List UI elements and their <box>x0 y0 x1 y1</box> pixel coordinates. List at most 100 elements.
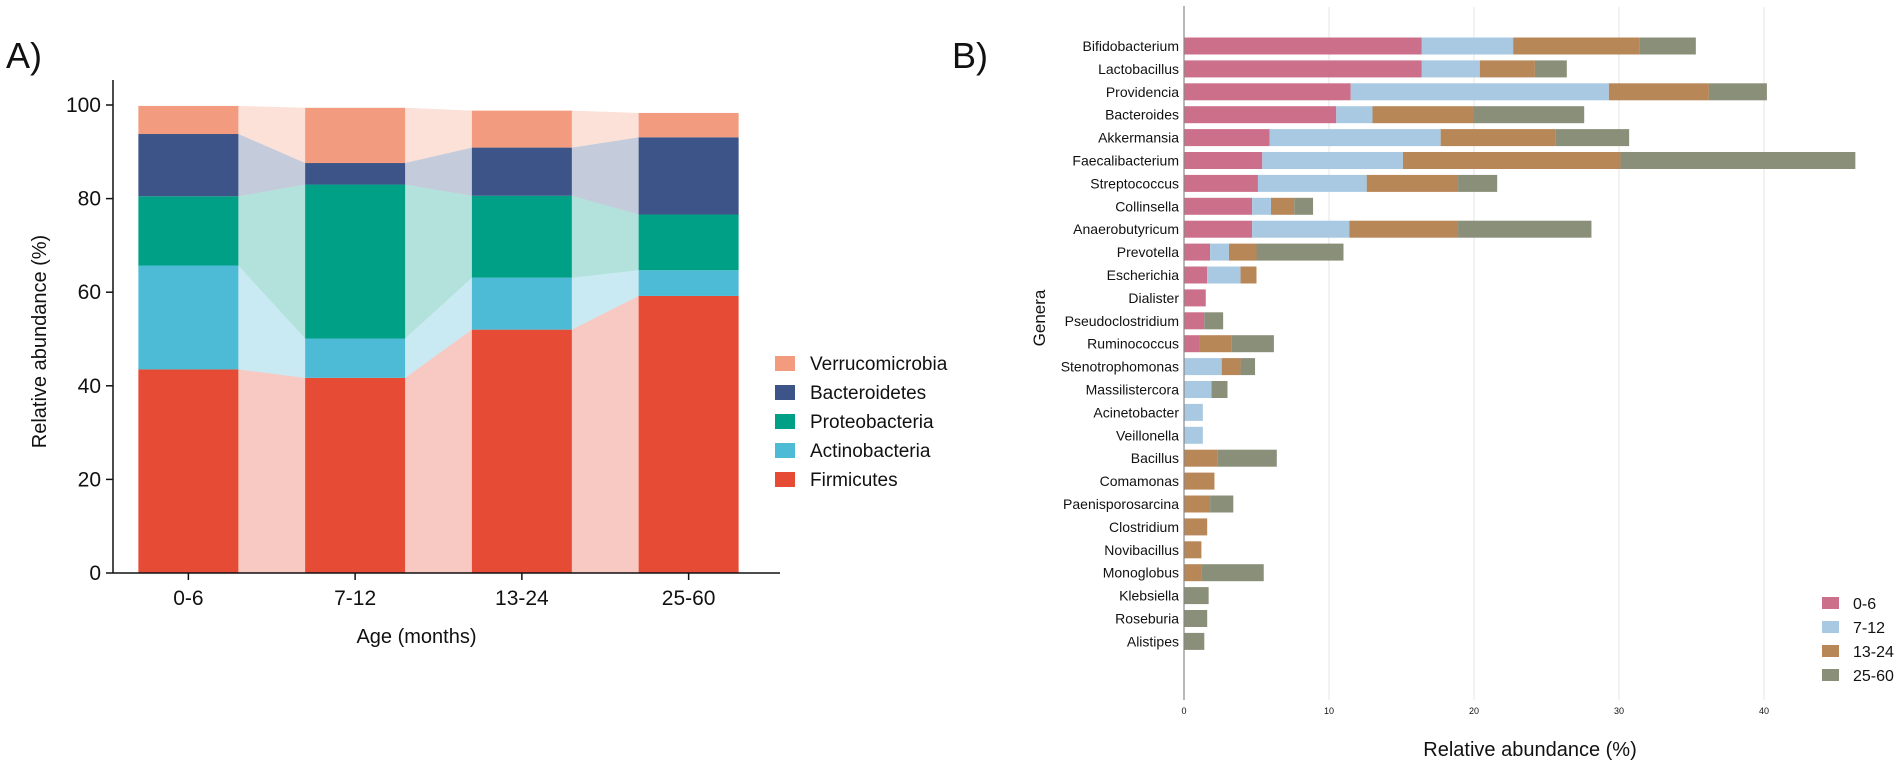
bar-collinsella-0-6 <box>1184 197 1253 215</box>
bar-firmicutes-25-60 <box>638 295 739 573</box>
panel-b-y-axis-label: Genera <box>1030 289 1049 346</box>
genus-label-klebsiella: Klebsiella <box>1119 588 1179 604</box>
bar-firmicutes-7-12 <box>305 377 406 573</box>
panel-b-x-axis-label: Relative abundance (%) <box>1423 739 1636 761</box>
bar-verrucomicrobia-25-60 <box>638 112 739 138</box>
legend-swatch-firmicutes <box>775 472 795 487</box>
panel-b-legend: 0-6 7-12 13-24 25-60 <box>1822 596 1894 685</box>
band-verrucomicrobia-7-12-to-13-24 <box>405 107 472 164</box>
bar-acinetobacter-7-12 <box>1184 403 1203 421</box>
genus-label-escherichia: Escherichia <box>1107 267 1180 283</box>
bar-lactobacillus-0-6 <box>1184 60 1422 78</box>
panel-b-label: B) <box>952 35 988 76</box>
bar-bifidobacterium-25-60 <box>1639 37 1696 55</box>
panel-a-y-axis-label: Relative abundance (%) <box>29 235 51 448</box>
bar-collinsella-7-12 <box>1252 197 1271 215</box>
genus-label-anaerobutyricum: Anaerobutyricum <box>1073 221 1179 237</box>
bar-massilistercora-25-60 <box>1211 381 1228 398</box>
bar-bacteroidetes-13-24 <box>471 147 572 196</box>
bar-prevotella-25-60 <box>1256 243 1344 261</box>
panel-a: A) 0 20 40 60 80 100 0-6 7-12 13-24 25-60 Age (mo… <box>6 35 948 648</box>
legend-swatch-bacteroidetes <box>775 385 795 400</box>
bar-anaerobutyricum-13-24 <box>1349 220 1459 238</box>
bar-escherichia-7-12 <box>1207 266 1241 284</box>
genus-label-collinsella: Collinsella <box>1115 198 1179 214</box>
genus-label-monoglobus: Monoglobus <box>1103 565 1179 581</box>
bar-verrucomicrobia-13-24 <box>471 110 572 148</box>
bar-akkermansia-0-6 <box>1184 129 1270 147</box>
bar-proteobacteria-7-12 <box>305 184 406 339</box>
band-actinobacteria-7-12-to-13-24 <box>405 277 472 378</box>
bar-streptococcus-25-60 <box>1458 174 1498 192</box>
y-tick-label: 0 <box>89 562 101 585</box>
bar-actinobacteria-0-6 <box>138 265 239 370</box>
genus-label-faecalibacterium: Faecalibacterium <box>1072 153 1179 169</box>
x-tick-label: 0-6 <box>173 587 203 610</box>
genus-label-stenotrophomonas: Stenotrophomonas <box>1061 359 1179 375</box>
band-firmicutes-0-6-to-7-12 <box>238 369 306 573</box>
legend-swatch-actinobacteria <box>775 443 795 458</box>
x-tick-label: 30 <box>1614 706 1624 716</box>
bar-proteobacteria-13-24 <box>471 195 572 278</box>
x-tick-label: 40 <box>1759 706 1769 716</box>
bar-providencia-0-6 <box>1184 83 1351 101</box>
bar-streptococcus-13-24 <box>1366 174 1459 192</box>
bar-lactobacillus-13-24 <box>1479 60 1535 78</box>
bar-bacteroides-7-12 <box>1336 106 1373 124</box>
legend-swatch-verrucomicrobia <box>775 356 795 371</box>
legend-label-13-24: 13-24 <box>1853 644 1894 661</box>
band-verrucomicrobia-13-24-to-25-60 <box>571 110 639 148</box>
genus-label-novibacillus: Novibacillus <box>1104 542 1179 558</box>
bar-bacillus-25-60 <box>1217 449 1277 467</box>
bar-bacteroides-13-24 <box>1372 106 1474 124</box>
bar-providencia-13-24 <box>1608 83 1709 101</box>
band-bacteroidetes-0-6-to-7-12 <box>238 134 306 197</box>
bar-massilistercora-7-12 <box>1184 381 1212 398</box>
panel-a-label: A) <box>6 35 42 76</box>
panel-a-x-axis-label: Age (months) <box>356 626 476 648</box>
bar-bacteroidetes-0-6 <box>138 134 239 197</box>
bar-clostridium-13-24 <box>1184 518 1208 536</box>
bar-akkermansia-7-12 <box>1269 129 1441 147</box>
bar-lactobacillus-25-60 <box>1534 60 1567 78</box>
x-tick-label: 20 <box>1469 706 1479 716</box>
bar-alistipes-25-60 <box>1184 632 1205 650</box>
legend-swatch-25-60 <box>1822 669 1839 681</box>
legend-label-0-6: 0-6 <box>1853 596 1876 613</box>
bar-anaerobutyricum-25-60 <box>1458 220 1592 238</box>
legend-label-actinobacteria: Actinobacteria <box>810 441 931 462</box>
bar-veillonella-7-12 <box>1184 426 1203 444</box>
bar-firmicutes-13-24 <box>471 329 572 573</box>
genus-label-bacillus: Bacillus <box>1131 450 1179 466</box>
panel-a-bars <box>138 105 739 573</box>
legend-label-verrucomicrobia: Verrucomicrobia <box>810 354 948 375</box>
genus-label-clostridium: Clostridium <box>1109 519 1179 535</box>
bar-akkermansia-13-24 <box>1440 129 1556 147</box>
bar-bifidobacterium-7-12 <box>1421 37 1514 55</box>
legend-label-firmicutes: Firmicutes <box>810 470 898 491</box>
bar-verrucomicrobia-0-6 <box>138 105 239 135</box>
bar-proteobacteria-0-6 <box>138 196 239 266</box>
bar-ruminococcus-0-6 <box>1184 335 1200 353</box>
bar-escherichia-13-24 <box>1240 266 1257 284</box>
bar-novibacillus-13-24 <box>1184 541 1202 559</box>
genus-label-alistipes: Alistipes <box>1127 633 1179 649</box>
legend-swatch-13-24 <box>1822 645 1839 657</box>
bar-roseburia-25-60 <box>1184 610 1208 627</box>
bar-paenisporosarcina-25-60 <box>1210 495 1234 513</box>
band-proteobacteria-7-12-to-13-24 <box>405 184 472 339</box>
bar-escherichia-0-6 <box>1184 266 1208 284</box>
bar-prevotella-0-6 <box>1184 243 1211 261</box>
panel-a-axes: 0 20 40 60 80 100 0-6 7-12 13-24 25-60 <box>66 80 780 610</box>
band-bacteroidetes-13-24-to-25-60 <box>571 137 639 215</box>
bar-dialister-0-6 <box>1184 289 1206 307</box>
band-actinobacteria-13-24-to-25-60 <box>571 270 639 330</box>
y-tick-label: 20 <box>78 468 101 491</box>
genus-label-prevotella: Prevotella <box>1117 244 1179 260</box>
legend-swatch-7-12 <box>1822 621 1839 633</box>
bar-collinsella-13-24 <box>1271 197 1295 215</box>
bar-lactobacillus-7-12 <box>1421 60 1480 78</box>
bar-pseudoclostridium-0-6 <box>1184 312 1205 330</box>
bar-firmicutes-0-6 <box>138 369 239 573</box>
